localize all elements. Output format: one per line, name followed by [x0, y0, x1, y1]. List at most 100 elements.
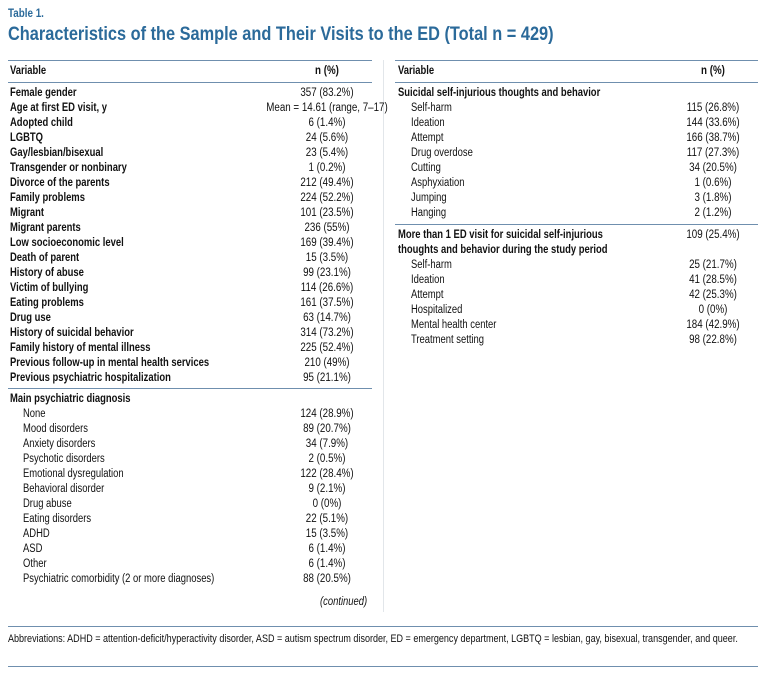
row-label: Self-harm: [411, 102, 452, 114]
rule: [8, 666, 758, 667]
row-value: 122 (28.4%): [300, 468, 354, 480]
row-label: None: [23, 408, 46, 420]
row-label: Previous follow-up in mental health serv…: [10, 357, 210, 369]
rule: [8, 626, 758, 627]
rule: [395, 224, 758, 225]
row-label: Transgender or nonbinary: [10, 162, 127, 174]
row-value: 15 (3.5%): [305, 528, 349, 540]
row-label: Mood disorders: [23, 423, 88, 435]
row-value: 99 (23.1%): [303, 267, 351, 279]
rule: [395, 82, 758, 83]
row-value: 89 (20.7%): [303, 423, 351, 435]
row-label: Ideation: [411, 274, 445, 286]
row-label: Low socioeconomic level: [10, 237, 124, 249]
row-label: History of abuse: [10, 267, 84, 279]
row-label: Family problems: [10, 192, 85, 204]
row-label: Asphyxiation: [411, 177, 465, 189]
row-label: Other: [23, 558, 47, 570]
row-value: 1 (0.2%): [308, 162, 346, 174]
row-value: 3 (1.8%): [694, 192, 732, 204]
row-value: 6 (1.4%): [308, 543, 346, 555]
row-label: ADHD: [23, 528, 50, 540]
row-value: 98 (22.8%): [689, 334, 737, 346]
row-value: 114 (26.6%): [300, 282, 354, 294]
row-label: Attempt: [411, 289, 444, 301]
row-value: 236 (55%): [304, 222, 350, 234]
row-value: 212 (49.4%): [300, 177, 354, 189]
row-value: 2 (1.2%): [694, 207, 732, 219]
row-value: 166 (38.7%): [686, 132, 740, 144]
row-value: 88 (20.5%): [303, 573, 351, 585]
row-label: Drug abuse: [23, 498, 72, 510]
column-header: Variable: [398, 65, 435, 77]
row-label: Previous psychiatric hospitalization: [10, 372, 171, 384]
row-value: 15 (3.5%): [305, 252, 349, 264]
row-value: 0 (0%): [698, 304, 728, 316]
row-label: Jumping: [411, 192, 447, 204]
column-header: n (%): [315, 65, 339, 77]
row-label: Ideation: [411, 117, 445, 129]
row-value: 25 (21.7%): [689, 259, 737, 271]
row-label: Mental health center: [411, 319, 497, 331]
row-label: Female gender: [10, 87, 77, 99]
row-label: Psychiatric comorbidity (2 or more diagn…: [23, 573, 215, 585]
row-label: Family history of mental illness: [10, 342, 151, 354]
row-label: Treatment setting: [411, 334, 485, 346]
row-label: Psychotic disorders: [23, 453, 105, 465]
row-label: Migrant: [10, 207, 45, 219]
row-value: 144 (33.6%): [686, 117, 740, 129]
row-label: Drug use: [10, 312, 51, 324]
row-value: 225 (52.4%): [300, 342, 354, 354]
row-label: Anxiety disorders: [23, 438, 96, 450]
row-value: 95 (21.1%): [303, 372, 351, 384]
row-label: Eating disorders: [23, 513, 92, 525]
row-label: Adopted child: [10, 117, 73, 129]
row-value: 42 (25.3%): [689, 289, 737, 301]
row-value: 2 (0.5%): [308, 453, 346, 465]
row-value: 314 (73.2%): [300, 327, 354, 339]
row-value: 184 (42.9%): [686, 319, 740, 331]
table-title: Characteristics of the Sample and Their …: [8, 24, 554, 45]
section-title: More than 1 ED visit for suicidal self-i…: [398, 229, 608, 256]
row-value: 34 (20.5%): [689, 162, 737, 174]
row-value: 101 (23.5%): [300, 207, 354, 219]
row-label: Victim of bullying: [10, 282, 89, 294]
row-label: LGBTQ: [10, 132, 44, 144]
row-label: Behavioral disorder: [23, 483, 105, 495]
row-value: 9 (2.1%): [308, 483, 346, 495]
rule: [395, 60, 758, 61]
row-label: Hospitalized: [411, 304, 463, 316]
row-label: History of suicidal behavior: [10, 327, 134, 339]
row-value: 1 (0.6%): [694, 177, 732, 189]
row-value: 124 (28.9%): [300, 408, 354, 420]
row-label: Attempt: [411, 132, 444, 144]
row-label: ASD: [23, 543, 43, 555]
row-value: 41 (28.5%): [689, 274, 737, 286]
row-value: 22 (5.1%): [305, 513, 349, 525]
row-label: Self-harm: [411, 259, 452, 271]
row-value: 117 (27.3%): [686, 147, 740, 159]
row-label: Age at first ED visit, y: [10, 102, 107, 114]
row-label: Gay/lesbian/bisexual: [10, 147, 104, 159]
continued-note: (continued): [320, 596, 368, 608]
row-value: 6 (1.4%): [308, 558, 346, 570]
row-value: Mean = 14.61 (range, 7–17): [266, 102, 388, 114]
row-label: Cutting: [411, 162, 441, 174]
row-value: 161 (37.5%): [300, 297, 354, 309]
row-value: 357 (83.2%): [300, 87, 354, 99]
row-value: 34 (7.9%): [305, 438, 349, 450]
row-value: 6 (1.4%): [308, 117, 346, 129]
row-label: Emotional dysregulation: [23, 468, 124, 480]
section-title: Suicidal self-injurious thoughts and beh…: [398, 87, 601, 99]
footnote: Abbreviations: ADHD = attention-deficit/…: [8, 633, 738, 645]
section-value: 109 (25.4%): [686, 229, 740, 241]
row-value: 210 (49%): [304, 357, 350, 369]
column-header: n (%): [701, 65, 725, 77]
row-label: Drug overdose: [411, 147, 473, 159]
row-label: Divorce of the parents: [10, 177, 110, 189]
row-value: 0 (0%): [312, 498, 342, 510]
row-value: 115 (26.8%): [686, 102, 740, 114]
row-value: 24 (5.6%): [305, 132, 349, 144]
column-divider: [383, 60, 384, 612]
